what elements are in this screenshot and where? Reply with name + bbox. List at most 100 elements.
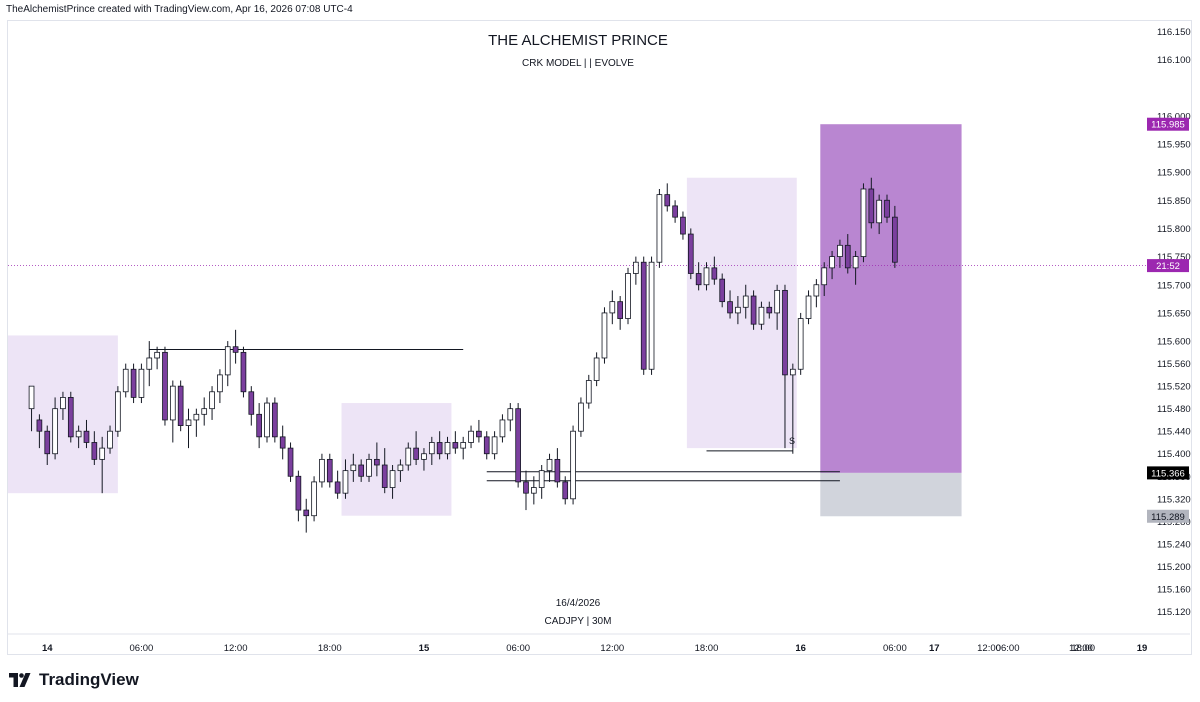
price-tick-label: 116.000	[1157, 111, 1191, 122]
time-tick-label: 06:00	[506, 643, 530, 654]
candle-body	[687, 233, 694, 274]
candle-body	[789, 368, 796, 376]
candle	[766, 301, 773, 319]
candle	[546, 453, 553, 482]
candle-body	[680, 216, 686, 235]
candle	[319, 453, 325, 488]
candle	[232, 329, 239, 364]
price-tick-label: 115.480	[1157, 404, 1191, 415]
candle-body	[774, 289, 780, 314]
candles-layer	[28, 177, 898, 533]
candle-body	[844, 244, 851, 269]
candle	[162, 346, 168, 426]
price-tick-label: 115.320	[1157, 494, 1191, 505]
candle-body	[130, 368, 137, 398]
time-tick-label: 12:00	[977, 643, 1001, 654]
time-axis[interactable]: 14 06:00 12:00 18:00 15 06:00 12:00 18:00 16 06:0…	[8, 633, 1190, 654]
time-tick-label: 17	[929, 643, 940, 654]
candle	[664, 183, 671, 212]
price-tick-label: 115.240	[1157, 539, 1191, 550]
candle-body	[523, 481, 529, 494]
candle	[727, 290, 733, 319]
candle	[695, 262, 702, 291]
candle	[656, 188, 663, 268]
price-axis[interactable]: 116.150 116.100 116.000 115.950 115.900 115.8…	[1157, 27, 1191, 618]
candle-body	[593, 357, 600, 381]
candle	[499, 414, 506, 443]
candle-body	[381, 464, 388, 488]
candle-body	[154, 351, 160, 359]
price-tick-label: 115.600	[1157, 337, 1191, 348]
candle	[633, 256, 639, 285]
candle	[91, 431, 98, 466]
candle	[625, 267, 631, 325]
time-tick-label: 12:00	[224, 643, 248, 654]
candle	[640, 256, 647, 375]
price-tick-label: 115.900	[1157, 168, 1191, 179]
candle	[107, 425, 113, 454]
candle-body	[91, 442, 98, 460]
time-tick-label: 14	[42, 643, 53, 654]
candle	[146, 341, 153, 387]
candle	[507, 403, 514, 432]
candle-body	[99, 447, 106, 460]
candle	[829, 250, 835, 280]
candle-body	[672, 205, 678, 218]
price-tick-label: 115.800	[1157, 224, 1191, 235]
candle-body	[248, 391, 255, 415]
session-zone	[686, 177, 797, 449]
session-zone	[341, 403, 452, 516]
candle-body	[538, 470, 545, 488]
candle	[892, 205, 898, 268]
price-tick-label: 115.850	[1157, 196, 1191, 207]
candle-body	[884, 199, 890, 218]
candle-body	[444, 442, 451, 455]
candle	[428, 436, 435, 466]
candle	[366, 453, 372, 482]
candle	[609, 290, 616, 325]
candle-body	[640, 261, 647, 370]
annotations-layer: S	[789, 436, 795, 446]
candle	[860, 183, 867, 263]
candle	[217, 369, 223, 404]
price-tick-label: 116.100	[1157, 55, 1191, 66]
candle	[687, 228, 694, 280]
candle	[177, 380, 184, 432]
stop-zone	[820, 472, 962, 517]
candle-body	[374, 458, 380, 466]
time-tick-label: 12:00	[1069, 643, 1093, 654]
candle-body	[146, 357, 153, 370]
candle-body	[813, 284, 820, 297]
candle-body	[413, 447, 419, 460]
candle-body	[436, 442, 443, 455]
candle	[483, 431, 490, 460]
candle-body	[272, 402, 278, 438]
candle-body	[319, 458, 325, 483]
candle	[334, 470, 341, 499]
candle-body	[546, 458, 553, 472]
candle	[672, 200, 678, 223]
candle-body	[264, 402, 270, 438]
candle-body	[460, 442, 467, 449]
candle-body	[703, 267, 710, 286]
candle	[115, 386, 121, 437]
candle-body	[805, 295, 812, 319]
candle	[468, 425, 474, 449]
candle	[256, 403, 262, 449]
candle	[342, 459, 349, 499]
candle-body	[758, 306, 765, 325]
candle-body	[389, 470, 396, 488]
candle	[735, 296, 741, 325]
time-tick-label: 06:00	[883, 643, 907, 654]
tradingview-brand[interactable]: TradingView	[9, 670, 139, 690]
candle-body	[224, 346, 231, 376]
candle	[476, 419, 482, 443]
candle	[358, 459, 365, 482]
price-label-bg	[1147, 509, 1189, 523]
price-tick-label: 115.160	[1157, 584, 1191, 595]
candle-body	[852, 256, 859, 269]
candle	[750, 290, 757, 330]
candle	[570, 425, 576, 505]
candle-body	[303, 509, 310, 517]
